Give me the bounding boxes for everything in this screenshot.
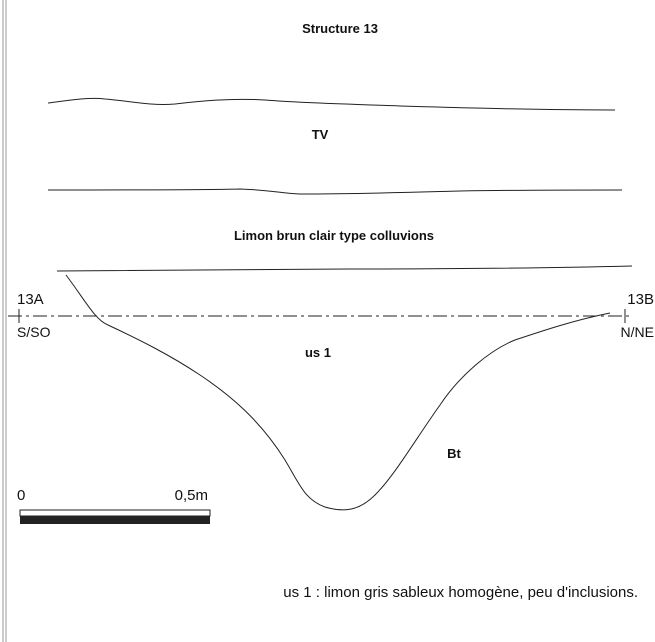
layer-label: TV	[312, 127, 329, 142]
scale-label: 0,5m	[175, 487, 208, 504]
layer-boundary	[47, 97, 616, 111]
legend: us 1 : limon gris sableux homogène, peu …	[283, 584, 638, 601]
layer-label: Limon brun clair type colluvions	[234, 228, 434, 243]
pit-outline	[65, 274, 611, 511]
layer-boundary	[56, 265, 633, 272]
layer-boundary	[47, 188, 623, 195]
fill-label: us 1	[305, 345, 331, 360]
scale-bar	[19, 509, 211, 517]
scale-bar	[20, 516, 210, 524]
orientation: S/SO	[17, 324, 51, 340]
orientation: N/NE	[621, 324, 654, 340]
section-label: 13B	[627, 291, 654, 308]
section-label: 13A	[17, 291, 44, 308]
title: Structure 13	[302, 21, 378, 36]
layer-label: Bt	[447, 446, 461, 461]
scale-label: 0	[17, 487, 25, 504]
